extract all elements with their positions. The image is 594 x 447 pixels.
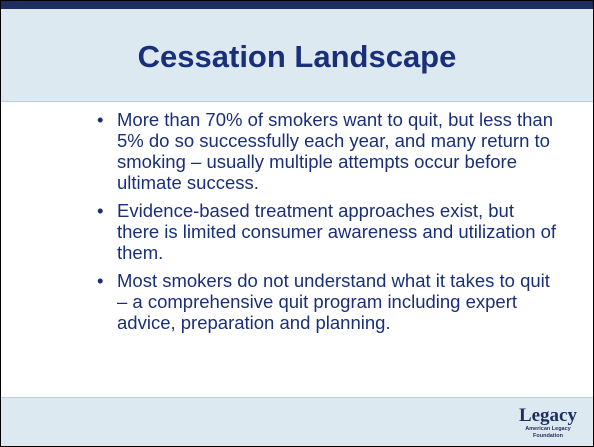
bullet-item: • Evidence-based treatment approaches exi… [97,200,557,263]
bullet-dot: • [97,109,104,130]
logo-name: Legacy [518,405,577,426]
bullet-item: • More than 70% of smokers want to quit, … [97,109,557,193]
bullet-dot: • [97,200,104,221]
logo-subtitle: American Legacy [525,426,571,432]
bullet-text: More than 70% of smokers want to quit, b… [117,109,554,193]
header: Cessation Landscape [1,9,593,102]
bullet-text: Evidence-based treatment approaches exis… [117,200,557,263]
bullet-item: • Most smokers do not understand what it … [97,270,557,333]
bullet-text: Most smokers do not understand what it t… [117,270,550,333]
top-bar [1,1,593,9]
footer: Legacy American Legacy Foundation [1,397,593,446]
logo-subtitle: Foundation [533,433,563,439]
bullet-dot: • [97,270,104,291]
slide-title: Cessation Landscape [137,39,457,74]
bullet-list: • More than 70% of smokers want to quit, … [97,109,557,340]
logo: Legacy American Legacy Foundation [519,406,577,440]
